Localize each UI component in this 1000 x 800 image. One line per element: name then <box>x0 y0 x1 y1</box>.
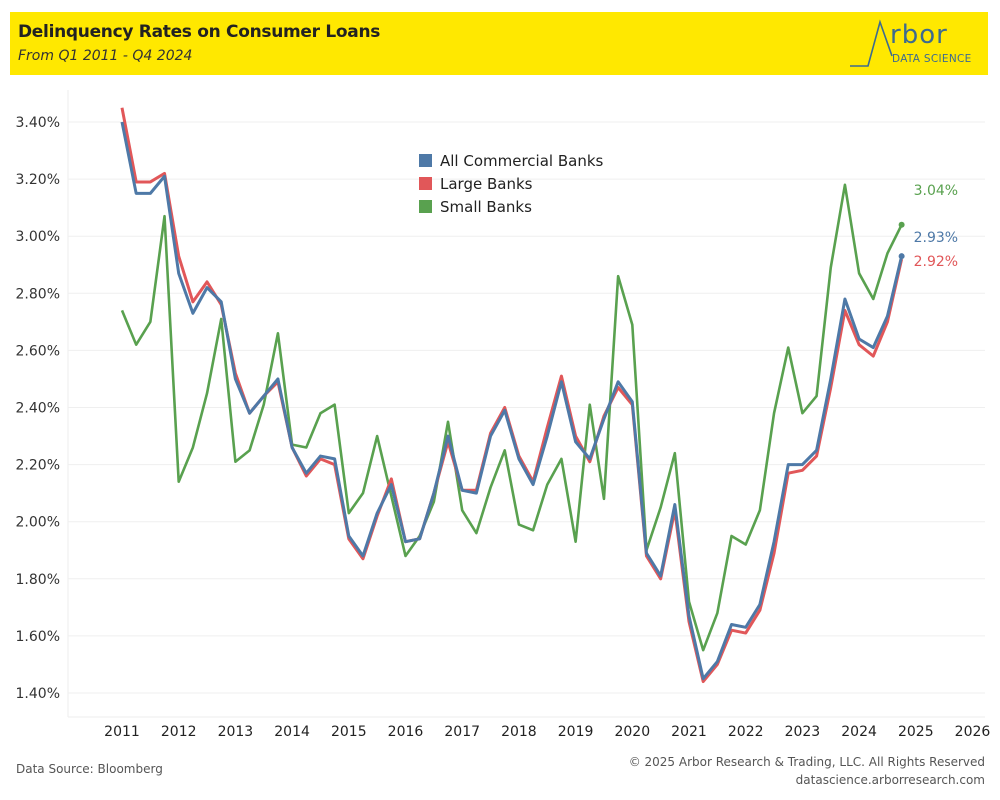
line-chart: 1.40% 1.60% 1.80% 2.00% 2.20% 2.40% 2.60% 2.80%… <box>16 90 990 740</box>
x-tick-label: 2011 <box>104 724 140 740</box>
copyright: © 2025 Arbor Research & Trading, LLC. Al… <box>628 755 985 769</box>
end-point-marker <box>898 253 905 260</box>
y-tick-label: 2.60% <box>16 343 60 359</box>
x-tick-label: 2016 <box>388 724 424 740</box>
x-tick-label: 2012 <box>161 724 197 740</box>
y-axis-ticks: 1.40% 1.60% 1.80% 2.00% 2.20% 2.40% 2.60% 2.80%… <box>16 115 60 702</box>
x-tick-label: 2023 <box>785 724 821 740</box>
legend-label: Large Banks <box>440 175 533 193</box>
x-tick-label: 2020 <box>614 724 650 740</box>
x-tick-label: 2018 <box>501 724 537 740</box>
legend-label: Small Banks <box>440 198 532 216</box>
x-tick-label: 2013 <box>218 724 254 740</box>
legend-swatch <box>419 200 432 213</box>
series-line-all-commercial-banks <box>120 121 904 681</box>
legend-swatch <box>419 177 432 190</box>
y-tick-label: 1.60% <box>16 629 60 645</box>
y-tick-label: 2.00% <box>16 515 60 531</box>
x-tick-label: 2026 <box>955 724 991 740</box>
logo-peak-icon <box>850 19 893 67</box>
arbor-logo: rbor DATA SCIENCE <box>846 16 976 72</box>
x-tick-label: 2014 <box>274 724 310 740</box>
series-lines <box>120 107 905 684</box>
footer-credits: © 2025 Arbor Research & Trading, LLC. Al… <box>629 753 985 789</box>
end-value-label: 3.04% <box>914 183 958 199</box>
logo-subtext: DATA SCIENCE <box>892 53 972 65</box>
x-tick-label: 2022 <box>728 724 764 740</box>
data-source: Data Source: Bloomberg <box>16 762 163 776</box>
series-line-small-banks <box>120 183 903 652</box>
end-labels: 3.04% 2.92% 2.93% <box>914 183 958 270</box>
x-axis-ticks: 2011 2012 2013 2014 2015 2016 2017 2018 2019 2020… <box>104 724 990 740</box>
legend-swatch <box>419 154 432 167</box>
y-tick-label: 3.00% <box>16 229 60 245</box>
gridlines <box>67 90 985 718</box>
legend-label: All Commercial Banks <box>440 152 604 170</box>
chart-subtitle: From Q1 2011 - Q4 2024 <box>18 48 193 64</box>
y-tick-label: 1.80% <box>16 572 60 588</box>
end-point-marker <box>898 221 905 228</box>
end-value-label: 2.92% <box>914 254 958 270</box>
x-tick-label: 2015 <box>331 724 367 740</box>
chart-title: Delinquency Rates on Consumer Loans <box>18 22 381 42</box>
y-tick-label: 3.20% <box>16 172 60 188</box>
chart-header: Delinquency Rates on Consumer Loans From… <box>10 12 988 75</box>
logo-wordmark: rbor <box>890 20 948 50</box>
y-tick-label: 3.40% <box>16 115 60 131</box>
y-tick-label: 2.80% <box>16 286 60 302</box>
x-tick-label: 2017 <box>444 724 480 740</box>
y-tick-label: 2.20% <box>16 458 60 474</box>
legend: All Commercial Banks Large Banks Small Ban… <box>419 152 604 216</box>
y-tick-label: 1.40% <box>16 686 60 702</box>
x-tick-label: 2019 <box>558 724 594 740</box>
website-link[interactable]: datascience.arborresearch.com <box>795 773 985 787</box>
x-tick-label: 2021 <box>671 724 707 740</box>
x-tick-label: 2024 <box>841 724 877 740</box>
x-tick-label: 2025 <box>898 724 934 740</box>
end-value-label: 2.93% <box>914 230 958 246</box>
series-line-large-banks <box>120 107 904 684</box>
y-tick-label: 2.40% <box>16 401 60 417</box>
